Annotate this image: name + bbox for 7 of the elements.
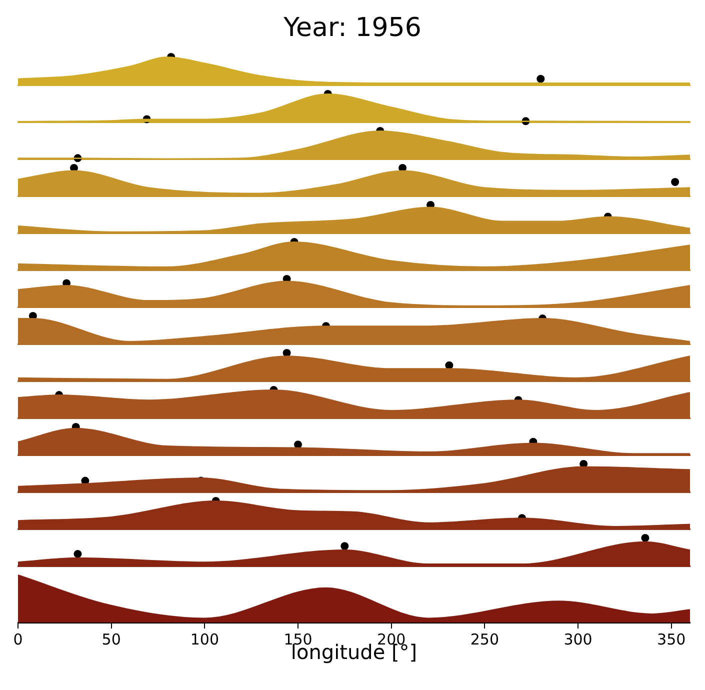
chart-title: Year: 1956 (282, 12, 422, 45)
x-tick-label: 250 (470, 630, 499, 648)
x-tick-label: 50 (102, 630, 121, 648)
x-tick-label: 300 (564, 630, 592, 648)
x-tick-label: 350 (657, 630, 686, 648)
x-tick-label: 0 (13, 630, 23, 648)
x-tick-label: 100 (190, 630, 219, 648)
